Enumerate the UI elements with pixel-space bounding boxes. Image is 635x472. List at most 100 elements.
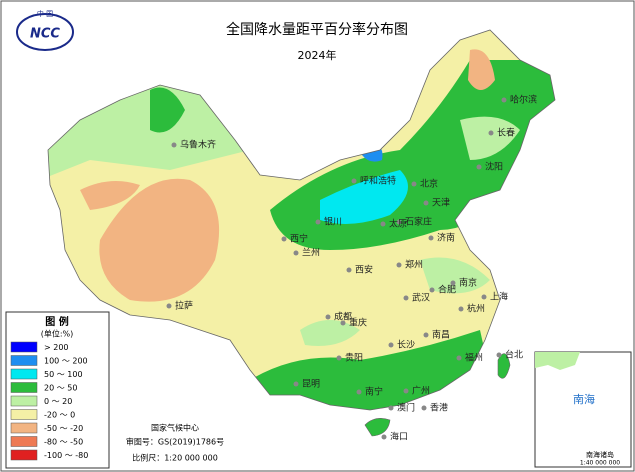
city-label: 上海	[490, 291, 508, 303]
city-label: 昆明	[302, 379, 320, 390]
city-dot	[325, 314, 331, 320]
city-label: 哈尔滨	[510, 94, 537, 106]
city-dot	[429, 287, 435, 293]
inset-sea: 南海	[573, 392, 595, 406]
hainan	[364, 418, 391, 437]
city-dot	[340, 320, 346, 326]
city-dot	[315, 219, 321, 225]
city-dot	[356, 389, 362, 395]
legend-unit: (单位:%)	[41, 329, 74, 339]
city-label: 拉萨	[175, 300, 193, 312]
city-label: 西安	[355, 264, 373, 276]
city-label: 南昌	[432, 329, 450, 341]
inset: 南海 南海诸岛 1:40 000 000	[534, 351, 632, 468]
city-dot	[396, 262, 402, 268]
legend-swatch	[10, 409, 38, 420]
city-label: 成都	[334, 311, 352, 323]
city-label: 西宁	[290, 233, 308, 245]
map-title: 全国降水量距平百分率分布图	[226, 21, 408, 38]
legend-label: > 200	[44, 343, 69, 352]
city-dot	[481, 294, 487, 300]
city-dot	[293, 250, 299, 256]
legend-label: -50 ～ -20	[44, 424, 83, 433]
taiwan	[497, 353, 511, 379]
city-dot	[396, 219, 402, 225]
city-label: 海口	[390, 431, 408, 443]
city-dot	[428, 235, 434, 241]
legend: 图 例 (单位:%) > 200 100 ～ 200 50 ～ 100 20 ～ 50…	[5, 311, 110, 469]
legend-swatch	[10, 395, 38, 407]
city-label: 乌鲁木齐	[180, 139, 216, 151]
city-dot	[351, 178, 357, 184]
city-label: 合肥	[438, 284, 456, 296]
legend-title: 图 例	[45, 315, 68, 328]
city-label: 广州	[412, 385, 430, 397]
legend-label: -80 ～ -50	[44, 438, 83, 447]
inset-box	[534, 351, 632, 468]
legend-swatch	[10, 436, 38, 447]
city-label: 贵阳	[345, 352, 363, 364]
inset-scale: 1:40 000 000	[580, 460, 620, 467]
city-label: 长沙	[397, 339, 415, 351]
city-label: 太原	[389, 218, 407, 230]
city-dot	[293, 381, 299, 387]
inset-land	[535, 352, 580, 370]
city-dot	[166, 303, 172, 309]
city-dot	[423, 200, 429, 206]
city-dot	[501, 97, 507, 103]
city-label: 银川	[324, 216, 342, 228]
city-dot	[456, 355, 462, 361]
footer-text: 国家气候中心	[151, 423, 199, 433]
city-dot	[381, 434, 387, 440]
footer-text: 审图号：GS(2019)1786号	[126, 437, 224, 447]
city-dot	[388, 405, 394, 411]
city-dot	[380, 221, 386, 227]
city-label: 济南	[437, 232, 455, 244]
city-label: 石家庄	[405, 216, 432, 228]
city-dot	[281, 236, 287, 242]
city-dot	[476, 164, 482, 170]
city-dot	[346, 267, 352, 273]
city-label: 沈阳	[485, 161, 503, 173]
logo-ring	[16, 13, 74, 51]
inset-title: 南海诸岛	[586, 450, 614, 459]
city-label: 兰州	[302, 247, 320, 259]
city-label: 杭州	[467, 303, 485, 315]
border	[47, 29, 556, 411]
legend-swatch	[10, 368, 38, 380]
city-label: 香港	[430, 402, 448, 414]
legend-label: -20 ～ 0	[44, 411, 75, 420]
city-label: 南京	[459, 277, 477, 289]
city-dot	[403, 295, 409, 301]
city-label: 长春	[497, 127, 515, 139]
city-label: 台北	[505, 349, 523, 361]
logo: 中 国 NCC	[16, 9, 74, 51]
city-label: 郑州	[405, 259, 423, 271]
city-label: 天津	[432, 198, 450, 209]
legend-label: 100 ～ 200	[44, 357, 88, 366]
legend-label: 20 ～ 50	[44, 384, 77, 393]
legend-swatch	[10, 382, 38, 393]
legend-label: 50 ～ 100	[44, 370, 83, 379]
city-dot	[496, 352, 502, 358]
city-dot	[171, 142, 177, 148]
legend-label: 0 ～ 20	[44, 397, 72, 406]
city-dot	[421, 405, 427, 411]
city-dot	[423, 332, 429, 338]
footer-text: 比例尺：1:20 000 000	[132, 453, 218, 463]
city-label: 武汉	[412, 292, 430, 304]
legend-label: -100 ～ -80	[44, 451, 88, 460]
city-label: 澳门	[397, 402, 415, 414]
city-label: 北京	[420, 178, 438, 190]
legend-swatch	[10, 341, 38, 353]
city-dot	[388, 342, 394, 348]
legend-swatch	[10, 449, 38, 461]
city-dot	[458, 306, 464, 312]
legend-swatch	[10, 422, 38, 434]
city-label: 呼和浩特	[360, 175, 396, 187]
logo-text: NCC	[30, 27, 60, 42]
city-dot	[403, 388, 409, 394]
city-label: 南宁	[365, 386, 383, 398]
